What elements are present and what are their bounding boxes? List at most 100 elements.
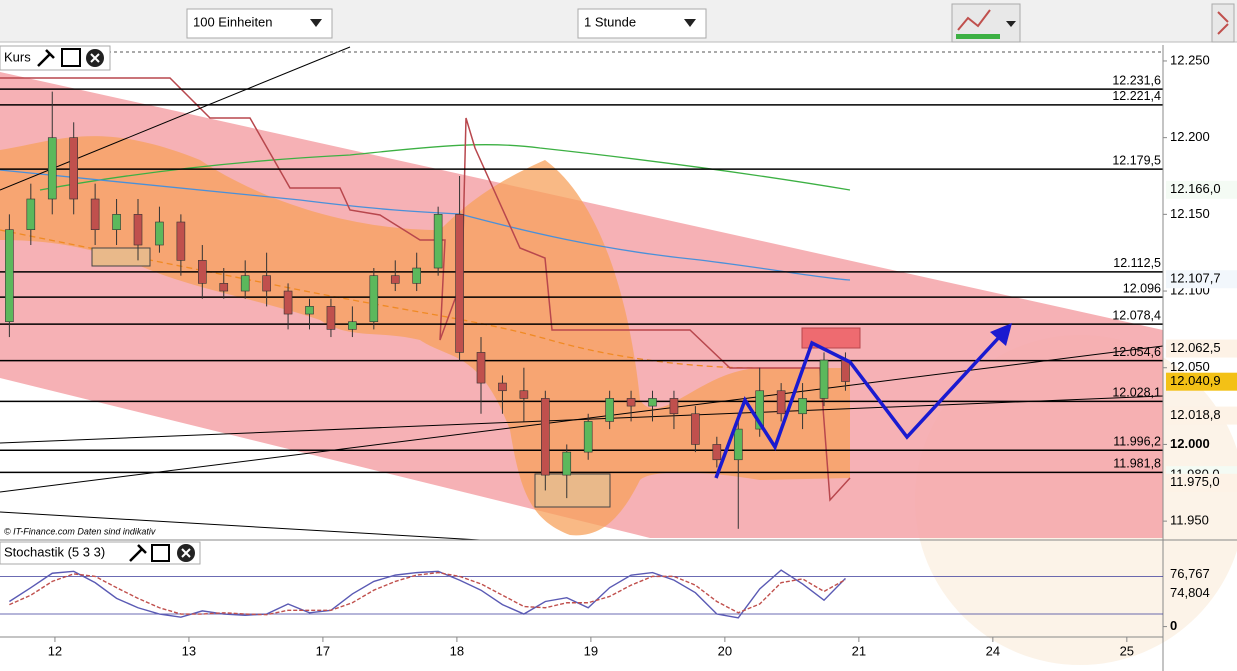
candle-body: [519, 390, 529, 399]
level-label: 12.231,6: [1112, 73, 1161, 87]
candle-body: [412, 267, 421, 284]
candle-body: [90, 198, 100, 230]
window-icon[interactable]: [61, 48, 81, 67]
candles: [0, 88, 1163, 529]
value-box-label: 12.040,9: [1170, 373, 1221, 388]
overlay: Kurs © IT-Finance.com Daten sind indikat…: [0, 45, 1161, 536]
value-box: [1166, 270, 1237, 289]
candle-body: [669, 398, 679, 415]
candle-body: [348, 321, 357, 330]
interval-dropdown[interactable]: [577, 8, 707, 39]
trend-line: [0, 511, 481, 541]
value-box: [1166, 372, 1237, 391]
stochastic-line: [9, 571, 846, 616]
trend-line: [0, 395, 1164, 444]
x-tick-label: 24: [986, 643, 1000, 658]
level-label: 12.096: [1123, 281, 1161, 295]
y-tick-label: 0: [1170, 618, 1177, 633]
candle-body: [798, 398, 807, 415]
dropdown-arrow: [684, 19, 696, 27]
close-icon-x: [90, 53, 100, 63]
y-tick-label: 11.950: [1170, 513, 1209, 528]
panel-header: [0, 541, 201, 565]
candle-body: [583, 421, 593, 453]
dropdown-arrow: [310, 19, 322, 27]
candle-body: [476, 352, 486, 384]
candle-body: [712, 444, 722, 461]
candle-body: [326, 306, 336, 330]
units-dropdown[interactable]: [186, 8, 333, 39]
forecast-arrow: [714, 331, 1005, 479]
candle-body: [26, 198, 36, 230]
candle-body: [155, 221, 164, 246]
value-box: [1166, 406, 1237, 425]
arrow-head: [990, 323, 1012, 346]
x-tick-label: 21: [852, 643, 866, 658]
level-label: 12.028,1: [1112, 386, 1161, 400]
candle-body: [541, 398, 550, 476]
candle-body: [176, 221, 186, 261]
x-tick-label: 20: [718, 643, 732, 658]
value-box-label: 12.018,8: [1170, 407, 1221, 422]
candle-body: [648, 398, 657, 407]
candle-body: [5, 229, 14, 323]
icon: [1217, 11, 1229, 35]
value-box-label: 12.062,5: [1170, 340, 1221, 355]
candle-body: [198, 260, 207, 284]
window-icon[interactable]: [151, 544, 170, 562]
candle-body: [819, 359, 829, 399]
x-tick-label: 12: [48, 643, 62, 658]
candle-body: [69, 137, 78, 200]
price-panel: [0, 45, 1237, 665]
candle-body: [133, 214, 143, 246]
y-tick-label: 12.050: [1170, 359, 1210, 374]
level-label: 12.078,4: [1112, 308, 1161, 322]
candle-body: [605, 398, 614, 422]
x-tick-label: 19: [584, 643, 598, 658]
x-tick-label: 17: [316, 643, 330, 658]
value-box-label: 12.166,0: [1170, 181, 1221, 196]
x-tick-label: 13: [182, 643, 196, 658]
candle-body: [562, 451, 572, 476]
candle-body: [262, 275, 271, 292]
level-label: 11.981,8: [1113, 457, 1161, 471]
level-label: 12.221,4: [1112, 89, 1161, 103]
candle-body: [626, 398, 636, 407]
dropdown-arrow: [1006, 21, 1016, 27]
level-label: 12.112,5: [1113, 256, 1161, 270]
candle-body: [240, 275, 250, 292]
candle-body: [691, 413, 700, 445]
candle-body: [841, 359, 850, 382]
zone-box: [91, 247, 151, 267]
candle-body: [283, 290, 293, 315]
candle-body: [755, 390, 765, 430]
stochastic-panel: Stochastik (5 3 3): [0, 541, 1163, 619]
value-box: [1166, 473, 1237, 492]
side-button[interactable]: [1211, 3, 1235, 43]
panel-title: Stochastik (5 3 3): [4, 544, 105, 559]
icon: [956, 34, 1000, 39]
level-label: 12.179,5: [1112, 153, 1161, 167]
candle-body: [455, 214, 464, 353]
value-box-label: 12.107,7: [1170, 271, 1221, 286]
y-tick-label: 12.200: [1170, 129, 1210, 144]
candle-body: [776, 390, 786, 415]
y-tick-label: 12.250: [1170, 52, 1210, 67]
candle-body: [390, 275, 400, 284]
value-box: [1166, 180, 1237, 199]
level-label: 11.996,2: [1113, 435, 1161, 449]
settings-icon[interactable]: [37, 49, 55, 67]
panel-title: Kurs: [4, 49, 31, 64]
candle-body: [47, 137, 57, 200]
units-label: 100 Einheiten: [193, 14, 273, 29]
interval-label: 1 Stunde: [584, 14, 636, 29]
stochastic-line: [9, 569, 846, 619]
bollinger-band: [0, 136, 850, 536]
zone-box: [534, 473, 611, 508]
last-value-label: 74,804: [1170, 585, 1210, 600]
candle-body: [369, 275, 379, 323]
y-tick-label: 12.000: [1170, 436, 1210, 451]
settings-icon[interactable]: [129, 544, 147, 562]
value-box: [1166, 339, 1237, 358]
